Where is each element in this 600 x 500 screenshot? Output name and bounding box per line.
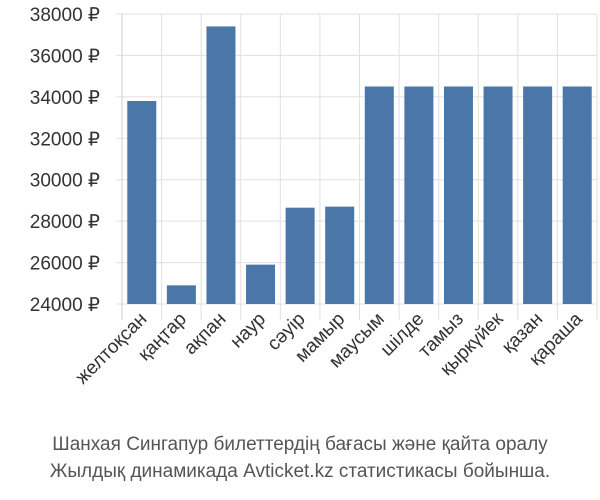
y-tick-label: 36000 ₽ [30, 46, 100, 67]
price-bar-chart: 24000 ₽ 26000 ₽ 28000 ₽ 30000 ₽ 32000 ₽ 34000… [30, 5, 598, 388]
bar [246, 264, 276, 304]
bar [127, 101, 157, 304]
y-tick-label: 32000 ₽ [30, 129, 100, 150]
y-tick-label: 38000 ₽ [30, 5, 100, 26]
bar [206, 26, 236, 305]
bar [443, 86, 473, 304]
caption-line-2: Жылдық динамикада Avticket.kz статистика… [49, 461, 551, 482]
bar [364, 86, 394, 304]
x-tick-label: наур [226, 309, 270, 353]
y-tick-label: 34000 ₽ [30, 88, 100, 109]
y-tick-label: 26000 ₽ [30, 254, 100, 275]
bar [523, 86, 553, 304]
x-tick-label: ақпан [180, 309, 230, 359]
y-tick-label: 28000 ₽ [30, 212, 100, 233]
bar [404, 86, 434, 304]
caption-line-1: Шанхая Сингапур билеттердің бағасы және … [52, 434, 548, 455]
y-tick-label: 24000 ₽ [30, 295, 100, 316]
bar [325, 206, 355, 304]
bar [285, 207, 315, 304]
bar [166, 285, 196, 304]
bar [562, 86, 592, 304]
y-tick-label: 30000 ₽ [30, 171, 100, 192]
bar [483, 86, 513, 304]
